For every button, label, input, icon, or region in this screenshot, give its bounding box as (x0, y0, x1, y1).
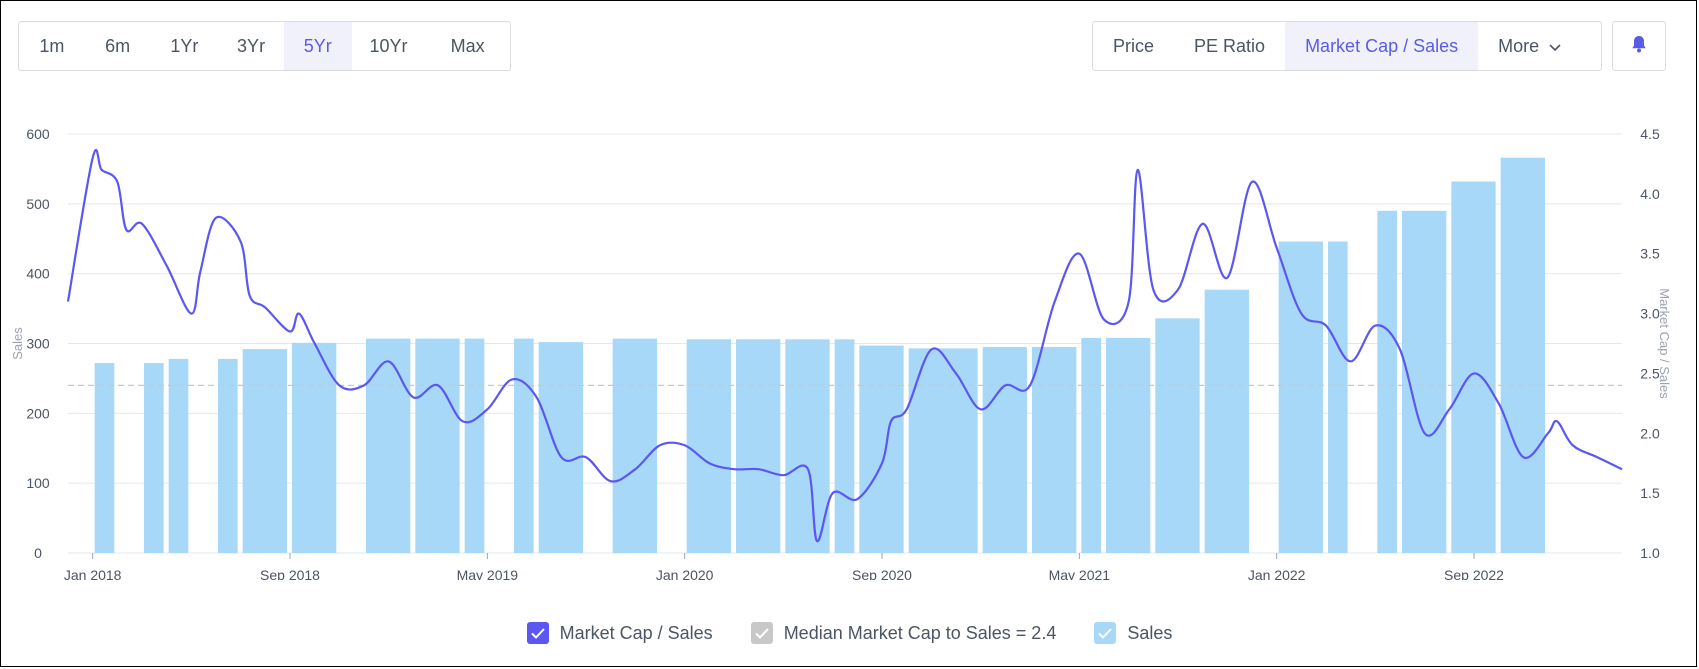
range-button-6m[interactable]: 6m (105, 35, 131, 56)
chart-legend: Market Cap / Sales Median Market Cap to … (0, 622, 1699, 644)
sales-bar (514, 338, 534, 553)
x-tick-label: May 2019 (457, 567, 519, 580)
y-right-tick-label: 2.5 (1640, 365, 1660, 381)
sales-bar (686, 339, 731, 553)
range-button-10yr[interactable]: 10Yr (369, 35, 408, 56)
check-icon (1094, 622, 1117, 644)
sales-bar (1278, 241, 1323, 553)
sales-bar (736, 339, 781, 553)
y-right-tick-label: 2.0 (1640, 425, 1660, 441)
sales-bar (218, 358, 238, 553)
sales-bar (94, 363, 115, 553)
market-cap-sales-chart: 0 100 200 300 400 500 600 1.0 1.5 2.0 2.5 3.0 3.5 4.0… (10, 126, 1672, 580)
x-tick-label: Sep 2022 (1444, 567, 1504, 580)
price-tab[interactable]: Price (1113, 35, 1155, 56)
y-left-tick-label: 300 (26, 336, 50, 352)
legend-label: Market Cap / Sales (559, 622, 713, 643)
sales-bar (908, 348, 978, 553)
sales-bar (366, 338, 411, 553)
y-right-tick-label: 1.5 (1640, 485, 1660, 501)
sales-bar (785, 339, 830, 553)
pe-ratio-tab[interactable]: PE Ratio (1194, 35, 1266, 56)
sales-bar (464, 338, 485, 553)
y-right-tick-label: 4.5 (1640, 126, 1660, 142)
check-icon (750, 622, 773, 644)
x-tick-label: Jan 2022 (1248, 567, 1306, 580)
legend-median[interactable]: Median Market Cap to Sales = 2.4 (750, 622, 1057, 644)
y-right-tick-label: 1.0 (1640, 545, 1660, 561)
sales-bar (292, 342, 337, 553)
sales-bar (144, 363, 164, 553)
sales-bar (168, 358, 189, 553)
legend-market-cap-sales[interactable]: Market Cap / Sales (526, 622, 713, 644)
legend-sales[interactable]: Sales (1094, 622, 1172, 644)
y-left-tick-label: 200 (26, 405, 50, 421)
sales-bar (415, 338, 460, 553)
y-right-axis-title: Market Cap / Sales (1657, 288, 1672, 399)
sales-bar (1106, 337, 1151, 553)
legend-label: Median Market Cap to Sales = 2.4 (783, 622, 1057, 643)
more-dropdown[interactable]: More (1478, 22, 1581, 70)
market-cap-sales-line (66, 148, 1623, 543)
y-right-tick-label: 3.0 (1640, 306, 1660, 322)
sales-bar (1081, 337, 1101, 553)
sales-bar (1500, 157, 1545, 553)
metric-selector: Price PE Ratio Market Cap / Sales More (1092, 21, 1602, 71)
sales-bar (1328, 241, 1348, 553)
x-tick-label: Sep 2020 (852, 567, 912, 580)
sales-bar (612, 338, 657, 553)
market-cap-sales-tab[interactable]: Market Cap / Sales (1285, 22, 1479, 70)
y-left-tick-label: 0 (34, 545, 42, 561)
sales-bar (834, 339, 855, 553)
range-button-3yr[interactable]: 3Yr (237, 35, 266, 56)
sales-bar (1032, 346, 1077, 553)
time-range-selector: 1m 6m 1Yr 3Yr 5Yr 10Yr Max (18, 21, 511, 71)
check-icon (526, 622, 549, 644)
sales-bar (1451, 181, 1496, 553)
sales-bar (1204, 289, 1249, 553)
y-left-tick-label: 400 (26, 266, 50, 282)
y-right-tick-label: 3.5 (1640, 246, 1660, 262)
x-tick-label: Jan 2018 (64, 567, 122, 580)
sales-bar (859, 345, 904, 553)
chevron-down-icon (1549, 36, 1561, 57)
bell-icon (1631, 35, 1647, 58)
y-left-tick-label: 100 (26, 475, 50, 491)
price-alert-button[interactable] (1612, 21, 1666, 71)
sales-bar (538, 342, 583, 553)
sales-bar (1155, 318, 1200, 553)
x-tick-label: May 2021 (1049, 567, 1111, 580)
sales-bar (242, 349, 287, 553)
y-left-axis-title: Sales (10, 327, 25, 360)
y-right-tick-label: 4.0 (1640, 186, 1660, 202)
sales-bar (1377, 210, 1397, 554)
y-left-tick-label: 500 (26, 196, 50, 212)
range-button-max[interactable]: Max (450, 35, 485, 56)
range-button-1yr[interactable]: 1Yr (170, 35, 199, 56)
range-button-5yr[interactable]: 5Yr (283, 22, 352, 70)
y-left-tick-label: 600 (26, 126, 50, 142)
more-label: More (1498, 35, 1540, 56)
sales-bar (982, 346, 1027, 553)
x-tick-label: Jan 2020 (656, 567, 714, 580)
legend-label: Sales (1127, 622, 1173, 643)
range-button-1m[interactable]: 1m (39, 35, 65, 56)
x-tick-label: Sep 2018 (260, 567, 320, 580)
